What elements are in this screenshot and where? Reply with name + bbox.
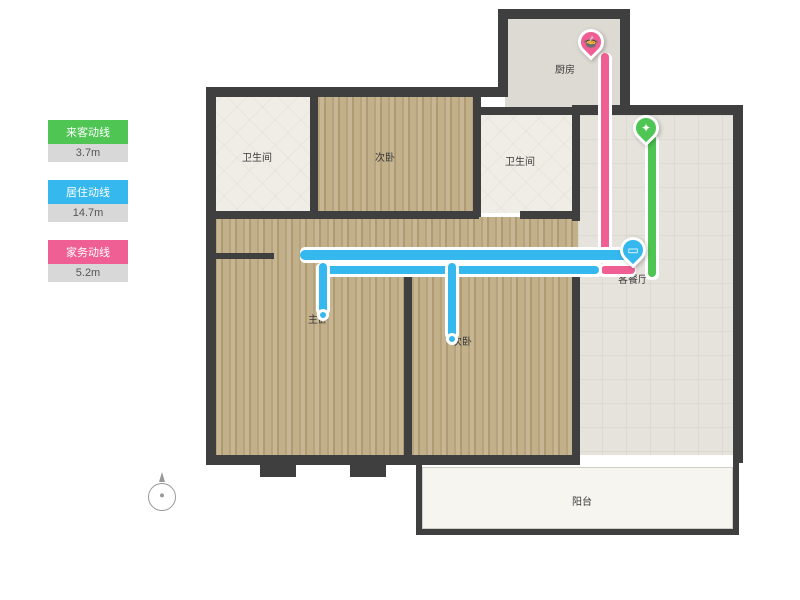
legend-label: 家务动线 xyxy=(48,240,128,264)
label-bath1: 卫生间 xyxy=(242,149,272,164)
person-icon: ✦ xyxy=(641,122,651,134)
compass-icon xyxy=(145,478,179,512)
label-kitchen: 厨房 xyxy=(555,61,575,76)
live-path xyxy=(300,250,633,260)
path-end-dot xyxy=(446,333,458,345)
live-path xyxy=(448,263,456,337)
room-bed1 xyxy=(215,257,405,455)
marker-live: ▭ xyxy=(620,237,646,269)
live-path xyxy=(319,263,327,313)
legend-label: 来客动线 xyxy=(48,120,128,144)
path-end-dot xyxy=(317,309,329,321)
label-bed2a: 次卧 xyxy=(375,149,395,164)
pot-icon: 🍲 xyxy=(584,36,599,48)
legend-item-chore: 家务动线 5.2m xyxy=(48,240,128,282)
label-balcony: 阳台 xyxy=(572,493,592,508)
legend-value: 3.7m xyxy=(48,144,128,162)
legend: 来客动线 3.7m 居住动线 14.7m 家务动线 5.2m xyxy=(48,120,128,300)
legend-label: 居住动线 xyxy=(48,180,128,204)
floor-plan: 厨房 卫生间 次卧 卫生间 客餐厅 主卧 次卧 阳台 🍲 ✦ ▭ xyxy=(200,15,745,560)
marker-guest: ✦ xyxy=(633,115,659,147)
legend-value: 14.7m xyxy=(48,204,128,222)
legend-item-live: 居住动线 14.7m xyxy=(48,180,128,222)
bed-icon: ▭ xyxy=(627,244,638,256)
legend-item-guest: 来客动线 3.7m xyxy=(48,120,128,162)
label-bath2: 卫生间 xyxy=(505,153,535,168)
room-bed2a xyxy=(318,95,473,213)
chore-path xyxy=(601,53,609,272)
legend-value: 5.2m xyxy=(48,264,128,282)
guest-path xyxy=(648,135,656,277)
room-bed2b xyxy=(412,257,572,455)
marker-chore: 🍲 xyxy=(578,29,604,61)
